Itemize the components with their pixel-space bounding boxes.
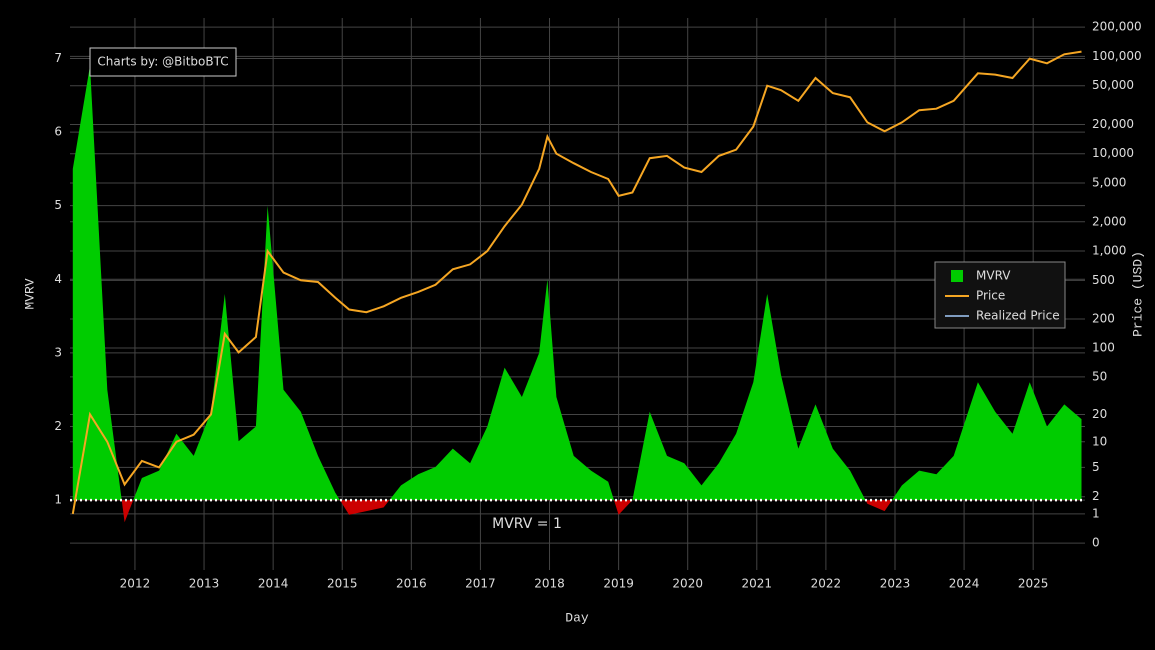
marks: [70, 50, 1085, 523]
y2-tick-label: 5: [1092, 460, 1100, 474]
legend-swatch: [951, 270, 963, 282]
x-tick-label: 2013: [189, 577, 220, 591]
x-tick-label: 2021: [742, 577, 773, 591]
y2-tick-label: 200,000: [1092, 20, 1142, 34]
y-tick-label: 6: [54, 125, 62, 139]
x-axis-title: Day: [565, 610, 589, 625]
mvrv-area: [72, 65, 1082, 523]
y2-tick-label: 2: [1092, 489, 1100, 503]
y2-tick-label: 0: [1092, 536, 1100, 550]
x-tick-label: 2012: [120, 577, 151, 591]
x-tick-label: 2024: [949, 577, 980, 591]
y-tick-label: 7: [54, 51, 62, 65]
y-axis-title: MVRV: [22, 278, 37, 309]
x-tick-label: 2023: [880, 577, 911, 591]
y2-tick-label: 20,000: [1092, 117, 1134, 131]
x-tick-label: 2022: [811, 577, 842, 591]
annotation-box: [89, 47, 237, 77]
y2-tick-label: 100,000: [1092, 49, 1142, 63]
y-tick-label: 5: [54, 198, 62, 212]
legend-label: MVRV: [976, 269, 1011, 283]
y2-tick-label: 1: [1092, 506, 1100, 520]
legend-label: Price: [976, 289, 1005, 303]
y-tick-label: 1: [54, 493, 62, 507]
y2-tick-label: 5,000: [1092, 176, 1126, 190]
legend-label: Realized Price: [976, 309, 1060, 323]
y-tick-label: 4: [54, 272, 62, 286]
x-tick-label: 2025: [1018, 577, 1049, 591]
y2-tick-label: 1,000: [1092, 244, 1126, 258]
annotation: MVRV = 1: [492, 516, 562, 532]
x-tick-label: 2020: [672, 577, 703, 591]
x-tick-label: 2017: [465, 577, 496, 591]
y2-tick-label: 10,000: [1092, 146, 1134, 160]
y-tick-label: 3: [54, 345, 62, 359]
labels: Day MVRV Price (USD) Charts by: @BitboBT…: [22, 20, 1145, 626]
y2-tick-label: 500: [1092, 273, 1115, 287]
x-tick-label: 2014: [258, 577, 289, 591]
y2-tick-label: 2,000: [1092, 214, 1126, 228]
annotation: Charts by: @BitboBTC: [97, 55, 228, 69]
x-tick-label: 2016: [396, 577, 427, 591]
x-tick-label: 2018: [534, 577, 565, 591]
y2-tick-label: 10: [1092, 434, 1107, 448]
y2-axis-title: Price (USD): [1130, 251, 1145, 337]
price-line: [71, 50, 1082, 515]
y2-tick-label: 200: [1092, 311, 1115, 325]
y2-tick-label: 50: [1092, 369, 1107, 383]
y2-tick-label: 50,000: [1092, 78, 1134, 92]
x-tick-label: 2015: [327, 577, 358, 591]
y2-tick-label: 20: [1092, 407, 1107, 421]
x-tick-label: 2019: [603, 577, 634, 591]
y2-tick-label: 100: [1092, 341, 1115, 355]
y-tick-label: 2: [54, 419, 62, 433]
